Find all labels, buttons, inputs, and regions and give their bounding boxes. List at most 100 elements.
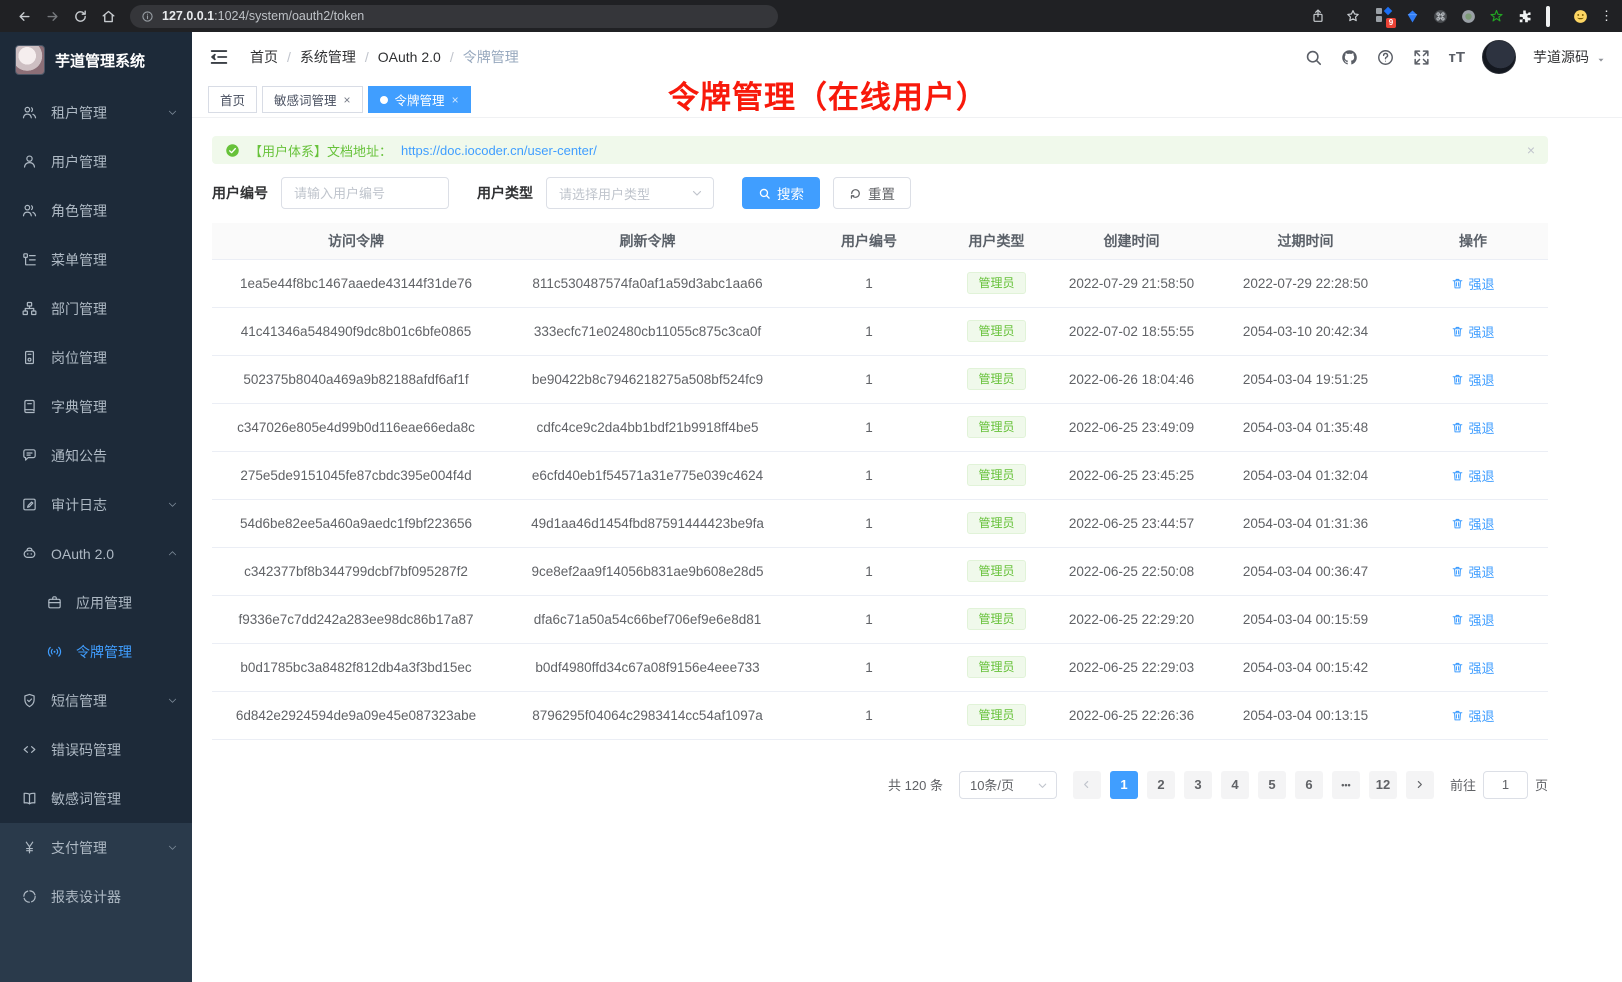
sidebar-item-oauth2[interactable]: OAuth 2.0 xyxy=(0,529,192,578)
sidebar-item-dict[interactable]: 字典管理 xyxy=(0,382,192,431)
user-type-cell: 管理员 xyxy=(943,259,1050,308)
page-button-5[interactable]: 5 xyxy=(1257,770,1286,799)
fullscreen-icon[interactable] xyxy=(1412,48,1431,67)
sidebar-item-audit-log[interactable]: 审计日志 xyxy=(0,480,192,529)
browser-forward-icon[interactable] xyxy=(40,4,64,28)
browser-reload-icon[interactable] xyxy=(68,4,92,28)
force-logout-button[interactable]: 强退 xyxy=(1451,658,1495,677)
refresh-icon xyxy=(850,188,860,199)
reader-mode-icon[interactable] xyxy=(1544,5,1561,27)
force-logout-button[interactable]: 强退 xyxy=(1451,322,1495,341)
page-button-6[interactable]: 6 xyxy=(1294,770,1323,799)
sidebar-item-dept[interactable]: 部门管理 xyxy=(0,284,192,333)
sidebar-item-sms[interactable]: 短信管理 xyxy=(0,676,192,725)
force-logout-button[interactable]: 强退 xyxy=(1451,370,1495,389)
extension-gem-icon[interactable] xyxy=(1404,8,1421,25)
page-size-select[interactable]: 10条/页 xyxy=(958,770,1057,799)
search-icon[interactable] xyxy=(1304,48,1323,67)
tab-令牌管理[interactable]: 令牌管理 × xyxy=(367,86,471,113)
column-header: 刷新令牌 xyxy=(500,223,795,260)
page-button-1[interactable]: 1 xyxy=(1109,770,1138,799)
sidebar-item-user[interactable]: 用户管理 xyxy=(0,137,192,186)
user-menu[interactable]: 芋道源码 xyxy=(1533,47,1606,67)
force-logout-button[interactable]: 强退 xyxy=(1451,274,1495,293)
sidebar-item-tenant[interactable]: 租户管理 xyxy=(0,88,192,137)
refresh-token-cell: 49d1aa46d1454fbd87591444423be9fa xyxy=(500,499,795,548)
user-icon xyxy=(21,153,38,170)
reset-button[interactable]: 重置 xyxy=(833,177,911,209)
extension-record-icon[interactable] xyxy=(1460,8,1477,25)
github-icon[interactable] xyxy=(1340,48,1359,67)
page-ellipsis[interactable]: ••• xyxy=(1331,770,1360,799)
force-logout-button[interactable]: 强退 xyxy=(1451,706,1495,725)
page-button-12[interactable]: 12 xyxy=(1368,770,1397,799)
app-logo-row[interactable]: 芋道管理系统 xyxy=(0,32,192,88)
tab-close-icon[interactable]: × xyxy=(343,92,351,107)
extension-grid-icon[interactable]: 9 xyxy=(1376,6,1396,28)
access-token-cell: c347026e805e4d99b0d116eae66eda8c xyxy=(212,403,500,452)
user-type-tag: 管理员 xyxy=(967,655,1026,679)
force-logout-button[interactable]: 强退 xyxy=(1451,514,1495,533)
alert-close-icon[interactable]: × xyxy=(1526,142,1535,158)
extension-command-icon[interactable] xyxy=(1432,8,1449,25)
expire-time-cell: 2054-03-04 19:51:25 xyxy=(1213,355,1398,404)
tab-close-icon[interactable]: × xyxy=(451,92,459,107)
prev-page-button[interactable] xyxy=(1072,770,1101,799)
yen-icon xyxy=(21,839,38,856)
sidebar-item-pay[interactable]: 支付管理 xyxy=(0,823,192,872)
extensions-puzzle-icon[interactable] xyxy=(1516,8,1533,25)
next-page-button[interactable] xyxy=(1405,770,1434,799)
breadcrumb-item[interactable]: OAuth 2.0 xyxy=(377,49,441,65)
access-token-cell: f9336e7c7dd242a283ee98dc86b17a87 xyxy=(212,595,500,644)
profile-avatar-icon[interactable] xyxy=(1572,8,1589,25)
jump-prefix-label: 前往 xyxy=(1449,778,1476,793)
access-token-cell: 41c41346a548490f9dc8b01c6bfe0865 xyxy=(212,307,500,356)
expire-time-cell: 2054-03-04 00:15:59 xyxy=(1213,595,1398,644)
sidebar-item-error-code[interactable]: 错误码管理 xyxy=(0,725,192,774)
sidebar-item-oauth2-token[interactable]: 令牌管理 xyxy=(0,627,192,676)
sidebar-item-notice[interactable]: 通知公告 xyxy=(0,431,192,480)
user-type-select[interactable]: 请选择用户类型 xyxy=(546,177,714,209)
main-area: 令牌管理（在线用户） 首页 / 系统管理 / OAuth 2.0/令牌管理 тT 芋道源… xyxy=(192,32,1622,982)
browser-home-icon[interactable] xyxy=(96,4,120,28)
user-id-input[interactable] xyxy=(281,177,449,209)
browser-back-icon[interactable] xyxy=(12,4,36,28)
force-logout-button[interactable]: 强退 xyxy=(1451,562,1495,581)
alert-doc-link[interactable]: https://doc.iocoder.cn/user-center/ xyxy=(401,142,597,158)
user-avatar[interactable] xyxy=(1482,40,1516,74)
access-token-cell: c342377bf8b344799dcbf7bf095287f2 xyxy=(212,547,500,596)
search-button[interactable]: 搜索 xyxy=(742,177,820,209)
jump-page-input[interactable] xyxy=(1482,770,1528,799)
bookmark-star-icon[interactable] xyxy=(1341,4,1365,28)
force-logout-button[interactable]: 强退 xyxy=(1451,466,1495,485)
share-icon[interactable] xyxy=(1306,4,1330,28)
address-bar[interactable]: 127.0.0.1:1024/system/oauth2/token xyxy=(130,4,778,28)
tab-敏感词管理[interactable]: 敏感词管理 × xyxy=(262,86,363,113)
page-button-4[interactable]: 4 xyxy=(1220,770,1249,799)
page-button-3[interactable]: 3 xyxy=(1183,770,1212,799)
sidebar-item-oauth2-app[interactable]: 应用管理 xyxy=(0,578,192,627)
force-logout-button[interactable]: 强退 xyxy=(1451,418,1495,437)
sidebar-item-post[interactable]: 岗位管理 xyxy=(0,333,192,382)
sidebar-item-report-designer[interactable]: 报表设计器 xyxy=(0,872,192,921)
created-time-cell: 2022-06-25 23:44:57 xyxy=(1050,499,1213,548)
sidebar-item-menu[interactable]: 菜单管理 xyxy=(0,235,192,284)
collapse-sidebar-icon[interactable] xyxy=(208,46,230,68)
user-type-cell: 管理员 xyxy=(943,691,1050,740)
sidebar-item-role[interactable]: 角色管理 xyxy=(0,186,192,235)
sidebar-item-sensitive-word[interactable]: 敏感词管理 xyxy=(0,774,192,823)
tab-首页[interactable]: 首页 xyxy=(208,86,258,113)
active-tab-dot xyxy=(379,95,388,104)
delete-icon xyxy=(1451,325,1464,338)
user-type-cell: 管理员 xyxy=(943,499,1050,548)
force-logout-button[interactable]: 强退 xyxy=(1451,610,1495,629)
page-button-2[interactable]: 2 xyxy=(1146,770,1175,799)
breadcrumb-item[interactable]: 系统管理 xyxy=(299,49,356,65)
help-icon[interactable] xyxy=(1376,48,1395,67)
browser-menu-icon[interactable]: ⋮ xyxy=(1600,8,1613,23)
font-size-icon[interactable]: тT xyxy=(1448,48,1465,66)
user-id-cell: 1 xyxy=(795,643,943,692)
extension-green-star-icon[interactable] xyxy=(1488,8,1505,25)
breadcrumb-item[interactable]: 首页 xyxy=(250,49,278,65)
